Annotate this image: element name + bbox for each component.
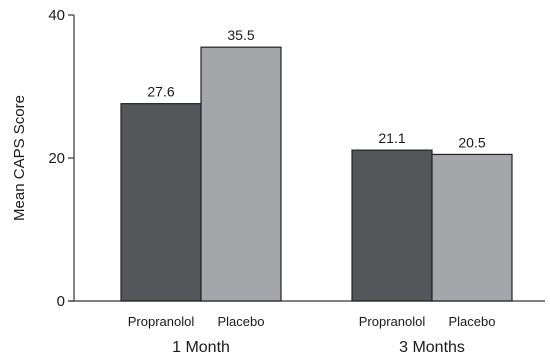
group-label: 3 Months (399, 339, 465, 356)
labels: 27.6 Propranolol 35.5 Placebo 1 Month 21.1 Pro… (128, 27, 496, 356)
data-label: 27.6 (147, 84, 174, 100)
y-axis-title: Mean CAPS Score (11, 95, 28, 221)
data-label: 35.5 (227, 27, 254, 43)
bar-category-label: Placebo (449, 314, 496, 329)
bar-category-label: Propranolol (359, 314, 426, 329)
group-label: 1 Month (172, 339, 230, 356)
bar-propranolol-3-months (351, 149, 433, 302)
bars (120, 46, 513, 302)
bar-category-label: Placebo (218, 314, 265, 329)
y-tick-label: 40 (48, 7, 65, 24)
bar-placebo-3-months (431, 153, 513, 302)
data-label: 20.5 (458, 134, 485, 150)
y-tick-label: 0 (57, 293, 65, 310)
bar-placebo-1-month (200, 46, 282, 302)
bar-propranolol-1-month (120, 103, 202, 302)
y-tick-label: 20 (48, 150, 65, 167)
bar-category-label: Propranolol (128, 314, 195, 329)
data-label: 21.1 (378, 130, 405, 146)
